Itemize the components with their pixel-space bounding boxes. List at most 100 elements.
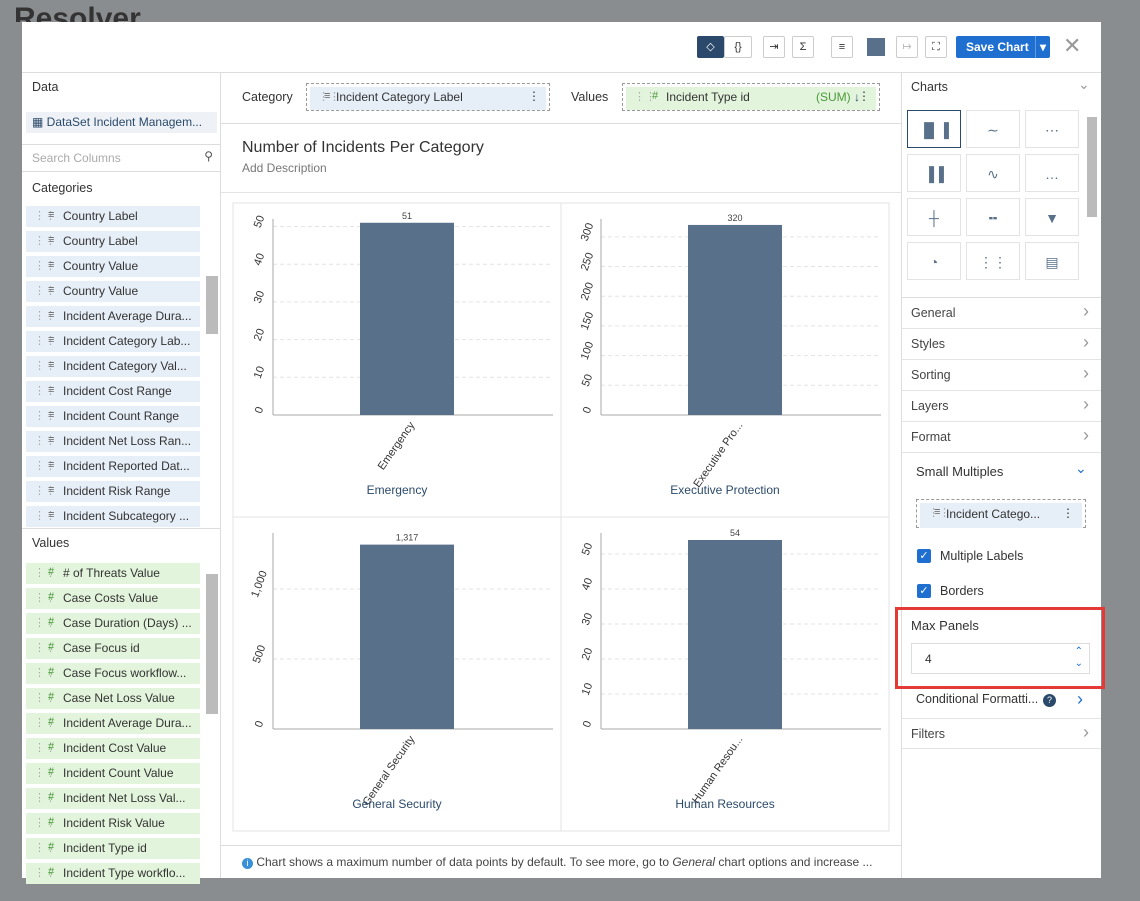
column-item[interactable]: ⋮⋮#Case Costs Value bbox=[26, 588, 200, 609]
subsection[interactable]: Small Multiples bbox=[916, 464, 1003, 479]
note-text: chart options and increase ... bbox=[715, 855, 872, 869]
column-item[interactable]: ⋮⋮≡Incident Subcategory ... bbox=[26, 506, 200, 527]
chart-type[interactable]: ∿ bbox=[966, 154, 1020, 192]
save-button[interactable]: Save Chart▾ bbox=[956, 36, 1050, 58]
column-name: Incident Count Range bbox=[63, 409, 179, 423]
column-item[interactable]: ⋮⋮≡Incident Category Lab... bbox=[26, 331, 200, 352]
panel-title: General Security bbox=[352, 797, 441, 811]
section[interactable]: Layers bbox=[901, 391, 1101, 422]
column-item[interactable]: ⋮⋮#Incident Net Loss Val... bbox=[26, 788, 200, 809]
section[interactable]: General bbox=[901, 298, 1101, 329]
column-item[interactable]: ⋮⋮≡Country Value bbox=[26, 256, 200, 277]
y-tick-label: 250 bbox=[579, 251, 597, 272]
column-name: Incident Category Val... bbox=[63, 359, 187, 373]
sum-button[interactable]: Σ bbox=[792, 36, 814, 58]
small-multiples-field[interactable]: ⋮⋮≡Incident Catego...⋮ bbox=[916, 499, 1086, 528]
column-item[interactable]: ⋮⋮≡Incident Reported Dat... bbox=[26, 456, 200, 477]
small-multiples: 0102030405051EmergencyEmergency050100150… bbox=[221, 193, 901, 843]
column-item[interactable]: ⋮⋮#Incident Risk Value bbox=[26, 813, 200, 834]
value-label: 51 bbox=[402, 211, 412, 221]
column-item[interactable]: ⋮⋮#Case Focus id bbox=[26, 638, 200, 659]
chart-type[interactable]: ▼ bbox=[1025, 198, 1079, 236]
export-button[interactable]: ⇥ bbox=[763, 36, 785, 58]
field-label: Category bbox=[242, 90, 293, 104]
checkbox[interactable]: ✓ bbox=[917, 549, 931, 563]
column-item[interactable]: ⋮⋮#Incident Cost Value bbox=[26, 738, 200, 759]
help-icon[interactable]: ? bbox=[1043, 694, 1056, 707]
section[interactable]: Styles bbox=[901, 329, 1101, 360]
column-item[interactable]: ⋮⋮≡Incident Cost Range bbox=[26, 381, 200, 402]
code-button[interactable]: {} bbox=[724, 36, 752, 58]
tag-button[interactable]: ◇ bbox=[697, 36, 724, 58]
checkbox[interactable]: ✓ bbox=[917, 584, 931, 598]
chart-type[interactable]: ∼ bbox=[966, 110, 1020, 148]
category-field[interactable]: ⋮⋮≡Incident Category Label⋮ bbox=[306, 83, 550, 111]
column-item[interactable]: ⋮⋮≡Incident Category Val... bbox=[26, 356, 200, 377]
column-name: Case Focus workflow... bbox=[63, 666, 186, 680]
section[interactable]: Filters bbox=[901, 718, 1101, 749]
column-item[interactable]: ⋮⋮#Incident Average Dura... bbox=[26, 713, 200, 734]
column-item[interactable]: ⋮⋮#Incident Type id bbox=[26, 838, 200, 859]
search[interactable]: Search Columns⚲ bbox=[22, 144, 221, 172]
column-item[interactable]: ⋮⋮#Incident Type workflo... bbox=[26, 863, 200, 884]
section[interactable]: Sorting bbox=[901, 360, 1101, 391]
column-item[interactable]: ⋮⋮≡Incident Risk Range bbox=[26, 481, 200, 502]
column-item[interactable]: ⋮⋮≡Incident Net Loss Ran... bbox=[26, 431, 200, 452]
column-name: Incident Risk Value bbox=[63, 816, 165, 830]
column-item[interactable]: ⋮⋮#Case Focus workflow... bbox=[26, 663, 200, 684]
y-tick-label: 200 bbox=[579, 281, 597, 302]
column-item[interactable]: ⋮⋮#Case Duration (Days) ... bbox=[26, 613, 200, 634]
column-item[interactable]: ⋮⋮≡Country Label bbox=[26, 231, 200, 252]
y-tick-label: 20 bbox=[580, 646, 595, 662]
x-tick-label: Emergency bbox=[376, 419, 418, 472]
scrollbar[interactable] bbox=[206, 276, 218, 334]
bar bbox=[360, 223, 454, 415]
section[interactable]: Format bbox=[901, 422, 1101, 453]
chart-type[interactable]: ▤ bbox=[1025, 242, 1079, 280]
chart-type[interactable]: ⋮⋮ bbox=[966, 242, 1020, 280]
section-title: Values bbox=[32, 536, 69, 550]
column-name: Country Label bbox=[63, 209, 138, 223]
y-tick-label: 40 bbox=[252, 252, 267, 268]
column-name: Case Duration (Days) ... bbox=[63, 616, 192, 630]
collapse[interactable]: ⌄ bbox=[1078, 76, 1090, 93]
chart-type[interactable]: … bbox=[1025, 154, 1079, 192]
scrollbar[interactable] bbox=[206, 574, 218, 714]
section-label[interactable]: Conditional Formatti... bbox=[916, 692, 1038, 706]
checkbox-label: Multiple Labels bbox=[940, 549, 1023, 563]
width-button[interactable]: ↦ bbox=[896, 36, 918, 58]
y-tick-label: 1,000 bbox=[249, 569, 270, 599]
y-tick-label: 20 bbox=[252, 327, 267, 343]
chart-type[interactable]: ▐▐ bbox=[907, 154, 961, 192]
chart-description[interactable]: Add Description bbox=[242, 161, 327, 175]
footer-note: i Chart shows a maximum number of data p… bbox=[221, 845, 901, 878]
y-tick-label: 50 bbox=[252, 214, 267, 230]
max-panels-input[interactable]: 4⌃⌄ bbox=[911, 643, 1090, 674]
scrollbar[interactable] bbox=[1087, 117, 1097, 217]
field-label: Max Panels bbox=[911, 618, 979, 633]
chart-type[interactable]: ⋯ bbox=[1025, 110, 1079, 148]
chevron[interactable]: › bbox=[1077, 689, 1083, 710]
chart-type[interactable]: ◔ bbox=[907, 242, 961, 280]
chart-type[interactable]: ┼ bbox=[907, 198, 961, 236]
column-item[interactable]: ⋮⋮≡Country Value bbox=[26, 281, 200, 302]
dataset[interactable]: ▦ DataSet Incident Managem... bbox=[26, 112, 217, 133]
color-button[interactable] bbox=[867, 38, 885, 56]
column-item[interactable]: ⋮⋮≡Incident Count Range bbox=[26, 406, 200, 427]
column-item[interactable]: ⋮⋮≡Country Label bbox=[26, 206, 200, 227]
values-field[interactable]: ⋮⋮#Incident Type id(SUM) ↓⋮ bbox=[622, 83, 880, 111]
column-item[interactable]: ⋮⋮≡Incident Average Dura... bbox=[26, 306, 200, 327]
filter-button[interactable]: ≡ bbox=[831, 36, 853, 58]
column-item[interactable]: ⋮⋮## of Threats Value bbox=[26, 563, 200, 584]
close-button[interactable]: ✕ bbox=[1063, 33, 1081, 59]
column-name: Incident Risk Range bbox=[63, 484, 170, 498]
y-tick-label: 50 bbox=[580, 373, 595, 389]
y-tick-label: 0 bbox=[581, 405, 594, 415]
column-item[interactable]: ⋮⋮#Case Net Loss Value bbox=[26, 688, 200, 709]
chart-type[interactable]: ╍ bbox=[966, 198, 1020, 236]
expand[interactable]: ⌄ bbox=[1075, 460, 1087, 477]
column-item[interactable]: ⋮⋮#Incident Count Value bbox=[26, 763, 200, 784]
chart-type[interactable]: ▐▌▐ bbox=[907, 110, 961, 148]
fullscreen-button[interactable]: ⛶ bbox=[925, 36, 947, 58]
